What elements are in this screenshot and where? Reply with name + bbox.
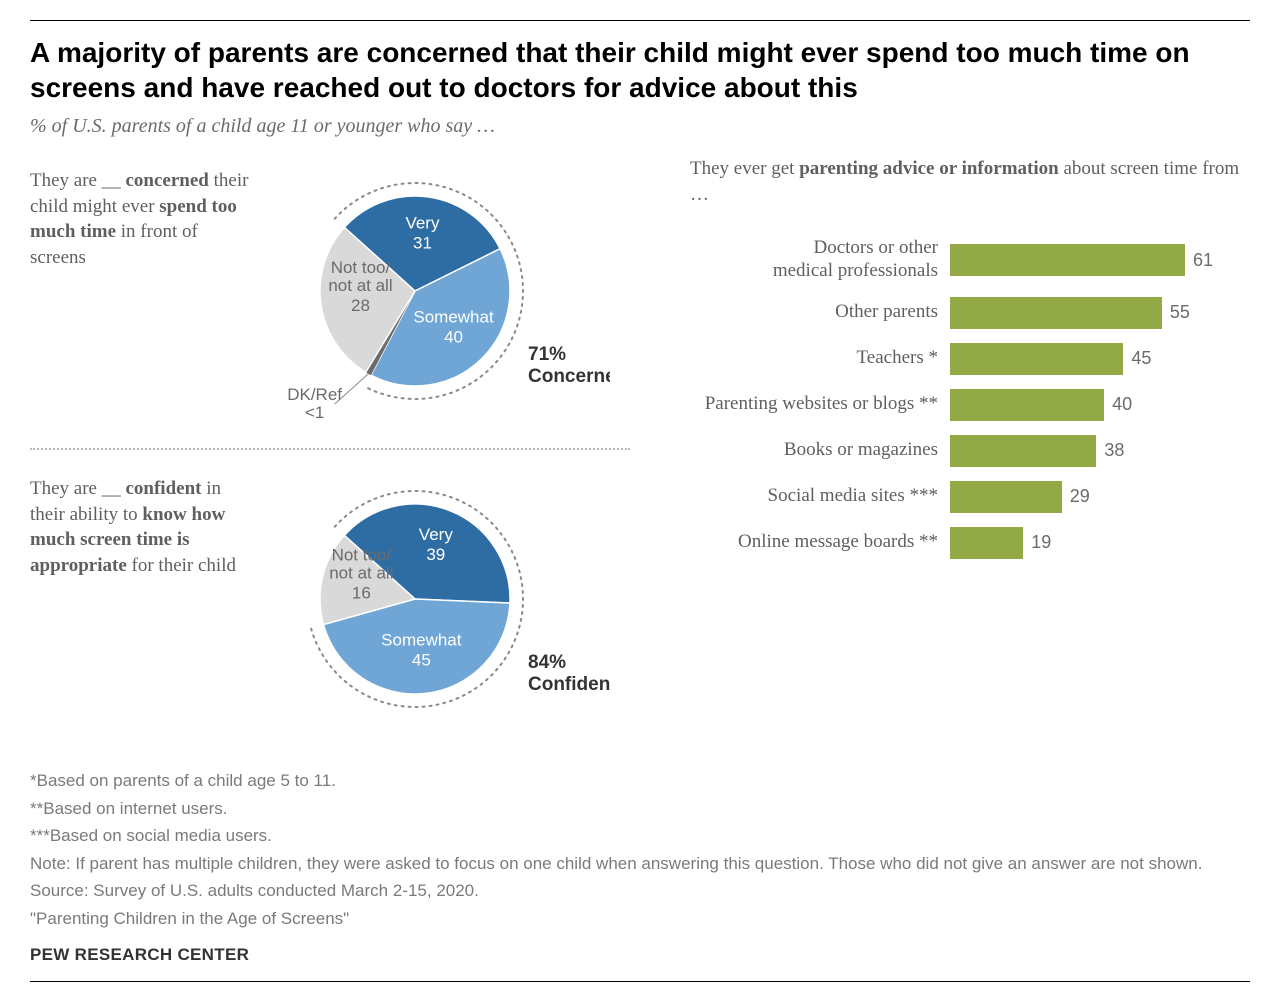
bar-row: Books or magazines 38: [670, 435, 1240, 467]
bar-fill: [950, 297, 1162, 329]
bar-track: 55: [950, 297, 1240, 329]
bar-label: Online message boards **: [670, 531, 950, 554]
bar-value: 61: [1193, 250, 1213, 271]
pie-summary-pct: 71%: [528, 344, 566, 365]
left-column: They are __ concerned their child might …: [30, 156, 630, 744]
footnote-line: Note: If parent has multiple children, t…: [30, 851, 1250, 877]
right-column: They ever get parenting advice or inform…: [660, 156, 1240, 744]
slice-value: 45: [412, 651, 431, 670]
pie-chart: Very31 Somewhat40 Not too/not at all28 DK/R…: [260, 156, 610, 436]
pie-summary-word: Confident: [528, 674, 610, 695]
pie-block: They are __ concerned their child might …: [30, 156, 630, 436]
slice-value: 40: [444, 327, 463, 346]
footnotes: *Based on parents of a child age 5 to 11…: [30, 768, 1250, 931]
bar-fill: [950, 481, 1062, 513]
bar-track: 61: [950, 244, 1240, 276]
bar-label: Books or magazines: [670, 439, 950, 462]
slice-label: Somewhat: [381, 631, 462, 650]
bar-track: 45: [950, 343, 1240, 375]
bar-fill: [950, 527, 1023, 559]
chart-subtitle: % of U.S. parents of a child age 11 or y…: [30, 115, 1250, 138]
bar-fill: [950, 389, 1104, 421]
slice-label: Very: [419, 525, 454, 544]
bar-fill: [950, 343, 1123, 375]
pie-summary-word: Concerned: [528, 366, 610, 387]
bar-fill: [950, 244, 1185, 276]
bar-label: Social media sites ***: [670, 485, 950, 508]
pie-prompt: They are __ confident in their ability t…: [30, 464, 250, 579]
bar-label: Teachers *: [670, 347, 950, 370]
bar-row: Social media sites *** 29: [670, 481, 1240, 513]
footnote-line: *Based on parents of a child age 5 to 11…: [30, 768, 1250, 794]
slice-value: 28: [351, 296, 370, 315]
slice-value: 31: [413, 233, 432, 252]
bar-fill: [950, 435, 1096, 467]
pie-chart: Very39 Somewhat45 Not too/not at all16 84%C…: [260, 464, 610, 744]
slice-label: Somewhat: [413, 307, 494, 326]
bar-label: Doctors or othermedical professionals: [670, 237, 950, 283]
content-area: They are __ concerned their child might …: [30, 156, 1250, 744]
dk-label: DK/Ref: [287, 385, 342, 404]
bar-row: Other parents 55: [670, 297, 1240, 329]
source-tag: PEW RESEARCH CENTER: [30, 945, 1250, 965]
slice-value: 39: [426, 545, 445, 564]
bar-label: Other parents: [670, 301, 950, 324]
bar-track: 19: [950, 527, 1240, 559]
footnote-line: ***Based on social media users.: [30, 823, 1250, 849]
dk-value: <1: [305, 403, 324, 422]
slice-label: not at all: [328, 276, 392, 295]
bar-value: 40: [1112, 394, 1132, 415]
bottom-rule: [30, 981, 1250, 982]
slice-label: Not too/: [331, 258, 391, 277]
bar-row: Doctors or othermedical professionals 61: [670, 237, 1240, 283]
bars-container: Doctors or othermedical professionals 61 O…: [670, 237, 1240, 559]
bars-title: They ever get parenting advice or inform…: [670, 156, 1240, 207]
footnote-line: "Parenting Children in the Age of Screen…: [30, 906, 1250, 932]
bar-value: 45: [1131, 348, 1151, 369]
chart-title: A majority of parents are concerned that…: [30, 35, 1250, 105]
bar-value: 55: [1170, 302, 1190, 323]
pie-summary-pct: 84%: [528, 652, 566, 673]
slice-label: not at all: [329, 563, 393, 582]
bar-track: 40: [950, 389, 1240, 421]
bar-label: Parenting websites or blogs **: [670, 393, 950, 416]
bar-row: Online message boards ** 19: [670, 527, 1240, 559]
slice-value: 16: [352, 583, 371, 602]
slice-label: Not too/: [332, 545, 392, 564]
bar-row: Parenting websites or blogs ** 40: [670, 389, 1240, 421]
bar-row: Teachers * 45: [670, 343, 1240, 375]
pie-prompt: They are __ concerned their child might …: [30, 156, 250, 271]
top-rule: [30, 20, 1250, 21]
pie-divider: [30, 448, 630, 450]
footnote-line: Source: Survey of U.S. adults conducted …: [30, 878, 1250, 904]
slice-label: Very: [405, 213, 440, 232]
bar-value: 38: [1104, 440, 1124, 461]
pie-wrap: Very39 Somewhat45 Not too/not at all16 84%C…: [260, 464, 610, 744]
bar-value: 29: [1070, 486, 1090, 507]
bar-track: 29: [950, 481, 1240, 513]
pie-wrap: Very31 Somewhat40 Not too/not at all28 DK/R…: [260, 156, 610, 436]
pie-block: They are __ confident in their ability t…: [30, 464, 630, 744]
footnote-line: **Based on internet users.: [30, 796, 1250, 822]
bar-track: 38: [950, 435, 1240, 467]
bar-value: 19: [1031, 532, 1051, 553]
